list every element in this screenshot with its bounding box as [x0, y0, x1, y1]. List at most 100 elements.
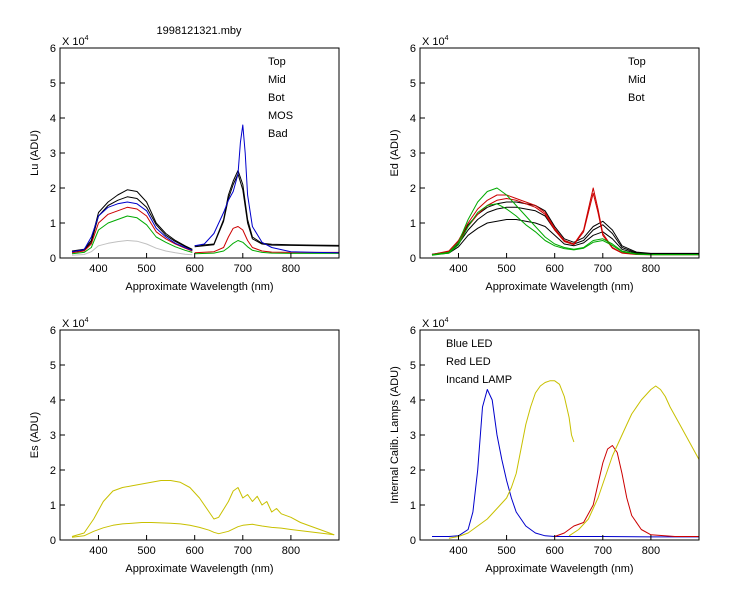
legend-incand-lamp: Incand LAMP: [446, 374, 512, 386]
figure-title: 1998121321.mby: [156, 25, 242, 37]
y-tick-label: 2: [50, 465, 56, 477]
series-top-line: [194, 173, 340, 248]
y-tick-label: 0: [410, 253, 416, 265]
series-top-line: [71, 189, 193, 252]
series-top-line: [431, 201, 699, 255]
y-tick-label: 4: [410, 113, 416, 125]
scale-multiplier: X 104: [62, 35, 89, 48]
x-axis-label: Approximate Wavelength (nm): [125, 281, 273, 293]
series-mid-line: [194, 226, 339, 254]
x-tick-label: 600: [546, 263, 564, 275]
series-bad-line: [71, 240, 193, 256]
legend-top: Top: [268, 56, 286, 68]
legend-mos: MOS: [268, 110, 293, 122]
x-tick-label: 800: [282, 545, 300, 557]
series-es-line: [71, 480, 335, 537]
panel-ed: 400 500 600 700 800 0 1 2 3 4 5 6 X 104 Approximate W…: [389, 35, 700, 293]
legend-bad: Bad: [268, 128, 288, 140]
x-tick-label: 700: [594, 545, 612, 557]
x-tick-label: 400: [89, 545, 107, 557]
series-bot-line: [71, 215, 193, 255]
y-tick-label: 3: [410, 148, 416, 160]
series-incand-lamp-line: [448, 380, 575, 539]
scale-multiplier: X 104: [422, 317, 449, 330]
panel-es: 400 500 600 700 800 0 1 2 3 4 5 6 X 104 Approximate W…: [29, 317, 340, 575]
panel-internal-calib: 400 500 600 700 800 0 1 2 3 4 5 6 X 104 Approximate W…: [389, 317, 700, 575]
y-tick-label: 4: [50, 395, 56, 407]
y-tick-label: 4: [50, 113, 56, 125]
y-tick-label: 2: [50, 183, 56, 195]
x-tick-label: 400: [449, 545, 467, 557]
y-tick-label: 1: [50, 218, 56, 230]
x-tick-label: 700: [234, 263, 252, 275]
x-tick-label: 700: [594, 263, 612, 275]
series-mos-line: [194, 124, 340, 254]
plot-frame: [59, 329, 340, 541]
x-axis-label: Approximate Wavelength (nm): [485, 281, 633, 293]
x-tick-label: 600: [546, 545, 564, 557]
y-tick-label: 5: [50, 360, 56, 372]
legend-mid: Mid: [628, 74, 646, 86]
series-top-line: [71, 196, 193, 253]
y-tick-label: 5: [50, 78, 56, 90]
series-es-line: [71, 522, 335, 538]
y-tick-label: 1: [410, 500, 416, 512]
series-mos-line: [71, 201, 193, 253]
y-tick-label: 0: [50, 535, 56, 547]
y-axis-label: Es (ADU): [29, 412, 41, 458]
y-tick-label: 6: [410, 43, 416, 55]
y-tick-label: 6: [50, 43, 56, 55]
series-incand-lamp-line: [568, 385, 700, 537]
legend-top: Top: [628, 56, 646, 68]
series-bot-line: [431, 187, 699, 256]
series-bot-line: [194, 240, 339, 255]
x-tick-label: 500: [497, 263, 515, 275]
y-tick-label: 2: [410, 465, 416, 477]
series-blue-led-line: [432, 389, 699, 538]
legend-red-led: Red LED: [446, 356, 491, 368]
y-tick-label: 1: [410, 218, 416, 230]
y-tick-label: 3: [50, 430, 56, 442]
y-tick-label: 3: [410, 430, 416, 442]
plot-frame: [59, 47, 340, 259]
y-tick-label: 1: [50, 500, 56, 512]
y-tick-label: 6: [50, 325, 56, 337]
y-tick-label: 4: [410, 395, 416, 407]
panel-lu: 400 500 600 700 800 0 1 2 3 4 5 6 X 104 Approximate W…: [29, 35, 340, 293]
x-tick-label: 400: [89, 263, 107, 275]
x-tick-label: 800: [642, 263, 660, 275]
scale-multiplier: X 104: [62, 317, 89, 330]
series-top-line: [431, 219, 699, 256]
x-tick-label: 800: [642, 545, 660, 557]
x-axis-label: Approximate Wavelength (nm): [125, 563, 273, 575]
series-red-led-line: [554, 445, 699, 537]
legend-bot: Bot: [268, 92, 285, 104]
y-tick-label: 5: [410, 78, 416, 90]
y-tick-label: 0: [50, 253, 56, 265]
x-tick-label: 400: [449, 263, 467, 275]
series-mid-line: [71, 206, 193, 254]
legend-mid: Mid: [268, 74, 286, 86]
scale-multiplier: X 104: [422, 35, 449, 48]
y-tick-label: 6: [410, 325, 416, 337]
y-axis-label: Lu (ADU): [29, 130, 41, 176]
y-axis-label: Internal Calib. Lamps (ADU): [389, 366, 401, 504]
x-tick-label: 500: [137, 545, 155, 557]
series-mid-line: [431, 192, 699, 256]
x-axis-label: Approximate Wavelength (nm): [485, 563, 633, 575]
series-top-line: [194, 170, 340, 247]
x-tick-label: 800: [282, 263, 300, 275]
x-tick-label: 700: [234, 545, 252, 557]
series-bot-line: [431, 203, 699, 256]
y-tick-label: 0: [410, 535, 416, 547]
x-tick-label: 500: [497, 545, 515, 557]
legend-bot: Bot: [628, 92, 645, 104]
y-tick-label: 2: [410, 183, 416, 195]
plot-frame: [419, 47, 700, 259]
x-tick-label: 600: [186, 263, 204, 275]
x-tick-label: 600: [186, 545, 204, 557]
legend-blue-led: Blue LED: [446, 338, 493, 350]
y-axis-label: Ed (ADU): [389, 129, 401, 176]
y-tick-label: 5: [410, 360, 416, 372]
